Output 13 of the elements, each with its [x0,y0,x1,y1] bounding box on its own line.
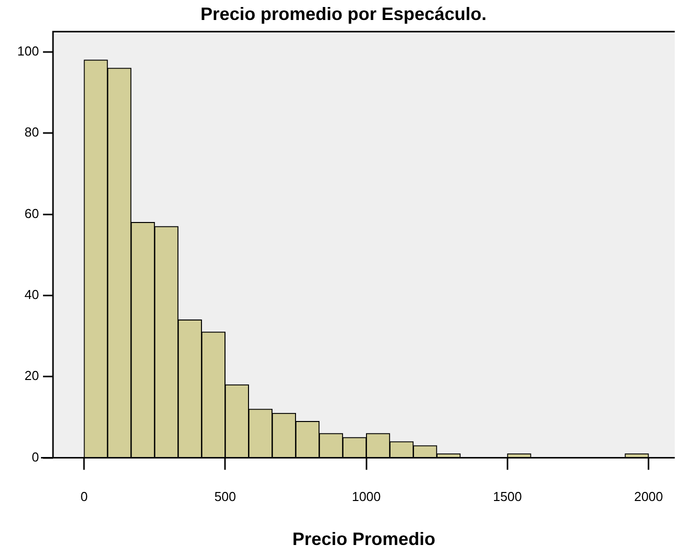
x-tick-label: 0 [80,489,88,504]
y-tick-label: 40 [24,287,39,302]
x-tick-label: 2000 [634,489,663,504]
y-tick-label: 60 [24,206,39,221]
x-tick-label: 1000 [352,489,381,504]
x-tick-label: 500 [214,489,236,504]
y-tick-label: 80 [24,124,39,140]
y-tick-label: 20 [24,368,39,384]
y-tick-label: 100 [17,43,39,58]
x-tick-label: 1500 [492,489,522,504]
x-axis-title: Precio Promedio [292,529,436,550]
y-tick-label: 0 [32,449,39,464]
chart-title: Precio promedio por Especáculo. [200,4,487,24]
